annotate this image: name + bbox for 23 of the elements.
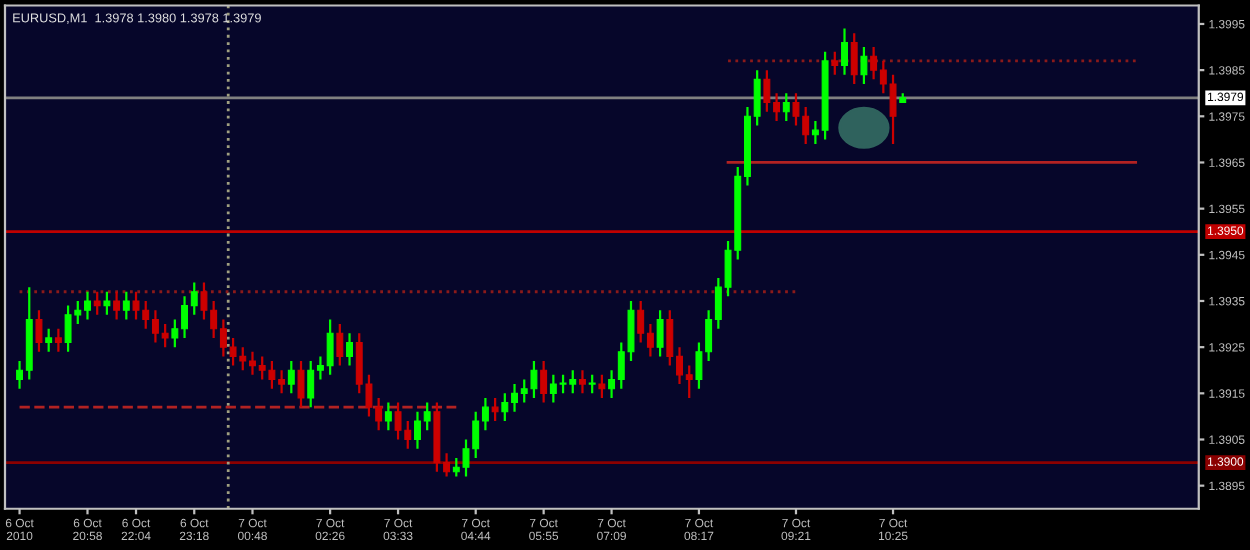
candlestick	[54, 327, 62, 353]
candlestick	[103, 290, 111, 316]
candlestick	[782, 92, 790, 123]
candlestick	[346, 332, 354, 367]
candlestick	[540, 359, 548, 404]
candlestick	[656, 309, 664, 358]
candlestick	[297, 359, 305, 409]
candlestick	[113, 290, 121, 321]
candlestick	[35, 309, 43, 353]
candlestick	[287, 359, 295, 395]
candlestick	[384, 401, 392, 432]
candlestick	[491, 396, 499, 423]
candlestick	[578, 369, 586, 395]
candlestick	[93, 290, 101, 316]
candlestick	[860, 45, 868, 86]
candlestick	[588, 373, 596, 395]
candlestick	[831, 50, 839, 76]
candlestick	[45, 327, 53, 353]
candlestick	[598, 373, 606, 400]
candlestick	[122, 290, 130, 321]
candlestick	[841, 27, 848, 76]
candlestick	[336, 322, 344, 367]
candlestick	[850, 32, 858, 86]
